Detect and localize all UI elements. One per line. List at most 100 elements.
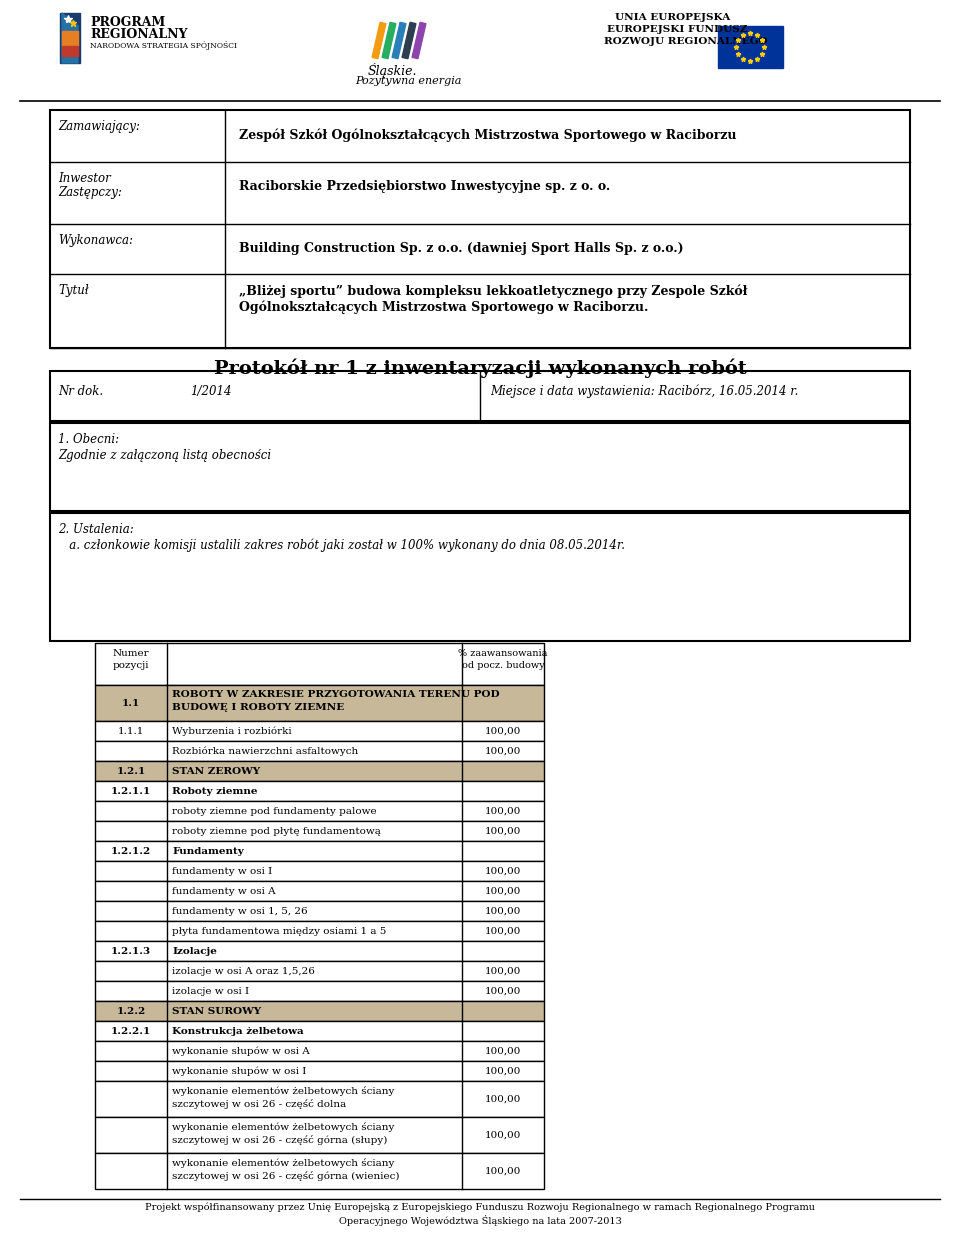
Text: fundamenty w osi I: fundamenty w osi I bbox=[172, 866, 273, 875]
Bar bbox=[95, 781, 544, 800]
Text: 1/2014: 1/2014 bbox=[190, 385, 231, 398]
Text: szczytowej w osi 26 - część dolna: szczytowej w osi 26 - część dolna bbox=[172, 1100, 347, 1109]
FancyArrow shape bbox=[402, 22, 416, 58]
Text: Zespół Szkół Ogólnokształcących Mistrzostwa Sportowego w Raciborzu: Zespół Szkół Ogólnokształcących Mistrzos… bbox=[239, 128, 736, 141]
Text: Inwestor: Inwestor bbox=[58, 172, 110, 185]
Text: 1.2.1.2: 1.2.1.2 bbox=[110, 846, 151, 855]
Text: % zaawansowania: % zaawansowania bbox=[458, 649, 548, 658]
Text: roboty ziemne pod płytę fundamentową: roboty ziemne pod płytę fundamentową bbox=[172, 827, 381, 835]
Text: BUDOWĘ I ROBOTY ZIEMNE: BUDOWĘ I ROBOTY ZIEMNE bbox=[172, 702, 345, 712]
Text: izolacje w osi I: izolacje w osi I bbox=[172, 987, 250, 995]
Polygon shape bbox=[60, 12, 80, 63]
Text: 100,00: 100,00 bbox=[485, 1095, 521, 1103]
Text: EUROPEJSKI FUNDUSZ: EUROPEJSKI FUNDUSZ bbox=[607, 25, 748, 34]
Text: Miejsce i data wystawienia: Racibórz, 16.05.2014 r.: Miejsce i data wystawienia: Racibórz, 16… bbox=[490, 385, 799, 398]
Text: fundamenty w osi A: fundamenty w osi A bbox=[172, 886, 276, 896]
Text: 100,00: 100,00 bbox=[485, 967, 521, 975]
Text: Ogólnokształcących Mistrzostwa Sportowego w Raciborzu.: Ogólnokształcących Mistrzostwa Sportoweg… bbox=[239, 300, 648, 314]
Text: Nr dok.: Nr dok. bbox=[58, 385, 103, 398]
Text: STAN SUROWY: STAN SUROWY bbox=[172, 1006, 261, 1015]
Text: 100,00: 100,00 bbox=[485, 1167, 521, 1175]
Text: 100,00: 100,00 bbox=[485, 827, 521, 835]
Text: Wykonawca:: Wykonawca: bbox=[58, 235, 133, 247]
Polygon shape bbox=[62, 12, 78, 63]
Bar bbox=[95, 822, 544, 841]
Text: 100,00: 100,00 bbox=[485, 906, 521, 916]
Text: 1. Obecni:: 1. Obecni: bbox=[58, 433, 119, 446]
Text: 100,00: 100,00 bbox=[485, 886, 521, 896]
Text: szczytowej w osi 26 - część górna (słupy): szczytowej w osi 26 - część górna (słupy… bbox=[172, 1136, 388, 1145]
Text: izolacje w osi A oraz 1,5,26: izolacje w osi A oraz 1,5,26 bbox=[172, 967, 315, 975]
Text: Zastępczy:: Zastępczy: bbox=[58, 186, 122, 199]
Text: płyta fundamentowa między osiami 1 a 5: płyta fundamentowa między osiami 1 a 5 bbox=[172, 927, 386, 936]
Text: Building Construction Sp. z o.o. (dawniej Sport Halls Sp. z o.o.): Building Construction Sp. z o.o. (dawnie… bbox=[239, 242, 684, 254]
Text: 100,00: 100,00 bbox=[485, 726, 521, 736]
Text: 1.2.2.1: 1.2.2.1 bbox=[110, 1026, 151, 1035]
Text: „Bliżej sportu” budowa kompleksu lekkoatletycznego przy Zespole Szkół: „Bliżej sportu” budowa kompleksu lekkoat… bbox=[239, 284, 748, 298]
Text: 100,00: 100,00 bbox=[485, 927, 521, 936]
Bar bbox=[50, 513, 910, 642]
Bar bbox=[50, 423, 910, 511]
Text: wykonanie elementów żelbetowych ściany: wykonanie elementów żelbetowych ściany bbox=[172, 1158, 395, 1168]
Text: NARODOWA STRATEGIA SPÓJNOŚCI: NARODOWA STRATEGIA SPÓJNOŚCI bbox=[90, 41, 237, 50]
Text: od pocz. budowy: od pocz. budowy bbox=[462, 661, 544, 670]
Bar bbox=[718, 26, 783, 68]
Bar bbox=[95, 685, 544, 721]
Bar bbox=[95, 800, 544, 822]
Text: 1.2.1: 1.2.1 bbox=[116, 767, 146, 776]
Text: fundamenty w osi 1, 5, 26: fundamenty w osi 1, 5, 26 bbox=[172, 906, 307, 916]
FancyArrow shape bbox=[372, 22, 386, 58]
Text: Zgodnie z załączoną listą obecności: Zgodnie z załączoną listą obecności bbox=[58, 449, 271, 462]
Bar bbox=[95, 1021, 544, 1041]
Text: ROBOTY W ZAKRESIE PRZYGOTOWANIA TERENU POD: ROBOTY W ZAKRESIE PRZYGOTOWANIA TERENU P… bbox=[172, 690, 499, 699]
Text: Rozbiórka nawierzchni asfaltowych: Rozbiórka nawierzchni asfaltowych bbox=[172, 746, 358, 756]
Text: 1.1: 1.1 bbox=[122, 699, 140, 707]
Bar bbox=[0, 0, 960, 101]
Bar bbox=[50, 110, 910, 347]
Text: Raciborskie Przedsiębiorstwo Inwestycyjne sp. z o. o.: Raciborskie Przedsiębiorstwo Inwestycyjn… bbox=[239, 180, 611, 194]
Bar bbox=[95, 761, 544, 781]
Text: Konstrukcja żelbetowa: Konstrukcja żelbetowa bbox=[172, 1026, 303, 1035]
Text: Tytuł: Tytuł bbox=[58, 284, 88, 297]
Bar bbox=[95, 1061, 544, 1081]
Text: 100,00: 100,00 bbox=[485, 807, 521, 815]
Bar bbox=[95, 1153, 544, 1189]
Text: Pozytywna energia: Pozytywna energia bbox=[355, 76, 462, 86]
Text: Numer: Numer bbox=[112, 649, 150, 658]
Text: 100,00: 100,00 bbox=[485, 1131, 521, 1139]
Text: pozycji: pozycji bbox=[112, 661, 149, 670]
Text: 2. Ustalenia:: 2. Ustalenia: bbox=[58, 522, 133, 536]
Bar bbox=[95, 941, 544, 961]
Text: UNIA EUROPEJSKA: UNIA EUROPEJSKA bbox=[615, 12, 731, 22]
Text: 100,00: 100,00 bbox=[485, 866, 521, 875]
Text: 1.1.1: 1.1.1 bbox=[118, 726, 144, 736]
Text: wykonanie słupów w osi I: wykonanie słupów w osi I bbox=[172, 1066, 306, 1076]
Bar bbox=[95, 881, 544, 901]
Bar bbox=[95, 901, 544, 921]
Text: Śląskie.: Śląskie. bbox=[368, 63, 418, 78]
Text: Operacyjnego Województwa Śląskiego na lata 2007-2013: Operacyjnego Województwa Śląskiego na la… bbox=[339, 1215, 621, 1226]
Bar bbox=[95, 861, 544, 881]
Text: Fundamenty: Fundamenty bbox=[172, 846, 244, 855]
Text: roboty ziemne pod fundamenty palowe: roboty ziemne pod fundamenty palowe bbox=[172, 807, 376, 815]
Text: 1.2.1.1: 1.2.1.1 bbox=[110, 787, 151, 795]
Text: 100,00: 100,00 bbox=[485, 987, 521, 995]
Text: PROGRAM: PROGRAM bbox=[90, 16, 165, 29]
Text: 1.2.2: 1.2.2 bbox=[116, 1006, 146, 1015]
Text: ROZWOJU REGIONALNEGO: ROZWOJU REGIONALNEGO bbox=[604, 37, 768, 46]
Text: 1.2.1.3: 1.2.1.3 bbox=[111, 947, 151, 956]
Bar bbox=[95, 1041, 544, 1061]
Text: Izolacje: Izolacje bbox=[172, 947, 217, 956]
Polygon shape bbox=[62, 31, 78, 46]
Text: 100,00: 100,00 bbox=[485, 1046, 521, 1056]
FancyArrow shape bbox=[382, 22, 396, 58]
Bar bbox=[95, 643, 544, 685]
Bar bbox=[95, 921, 544, 941]
Bar bbox=[95, 980, 544, 1001]
FancyArrow shape bbox=[412, 22, 426, 58]
Text: STAN ZEROWY: STAN ZEROWY bbox=[172, 767, 260, 776]
Text: szczytowej w osi 26 - część górna (wieniec): szczytowej w osi 26 - część górna (wieni… bbox=[172, 1172, 399, 1181]
Text: 100,00: 100,00 bbox=[485, 747, 521, 756]
Text: wykonanie słupów w osi A: wykonanie słupów w osi A bbox=[172, 1046, 310, 1056]
Bar bbox=[95, 1001, 544, 1021]
